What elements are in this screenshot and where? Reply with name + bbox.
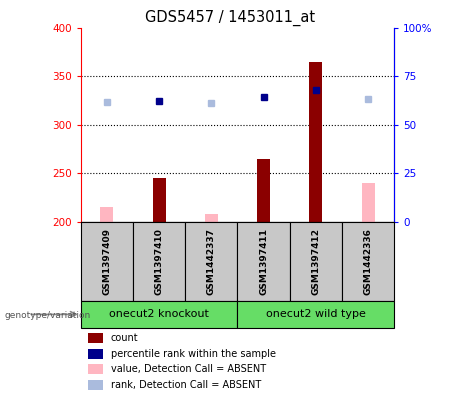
Text: value, Detection Call = ABSENT: value, Detection Call = ABSENT bbox=[111, 364, 266, 375]
Bar bbox=[133, 222, 185, 301]
Bar bbox=[290, 222, 342, 301]
Bar bbox=[100, 208, 113, 222]
Bar bbox=[81, 301, 237, 328]
Text: count: count bbox=[111, 333, 139, 343]
Bar bbox=[88, 380, 103, 390]
Text: GSM1397412: GSM1397412 bbox=[311, 228, 320, 295]
Text: rank, Detection Call = ABSENT: rank, Detection Call = ABSENT bbox=[111, 380, 261, 390]
Text: GSM1397410: GSM1397410 bbox=[154, 228, 164, 295]
Text: percentile rank within the sample: percentile rank within the sample bbox=[111, 349, 276, 359]
Bar bbox=[153, 178, 165, 222]
Bar bbox=[342, 222, 394, 301]
Bar bbox=[309, 62, 322, 222]
Bar bbox=[237, 301, 394, 328]
Text: genotype/variation: genotype/variation bbox=[5, 311, 91, 320]
Bar bbox=[185, 222, 237, 301]
Bar bbox=[237, 222, 290, 301]
Text: GSM1442336: GSM1442336 bbox=[364, 228, 372, 295]
Text: onecut2 knockout: onecut2 knockout bbox=[109, 309, 209, 320]
Text: GDS5457 / 1453011_at: GDS5457 / 1453011_at bbox=[145, 10, 316, 26]
Text: onecut2 wild type: onecut2 wild type bbox=[266, 309, 366, 320]
Bar bbox=[205, 214, 218, 222]
Bar bbox=[257, 159, 270, 222]
Text: GSM1442337: GSM1442337 bbox=[207, 228, 216, 295]
Bar bbox=[88, 349, 103, 359]
Bar bbox=[88, 364, 103, 375]
Text: GSM1397409: GSM1397409 bbox=[102, 228, 111, 295]
Bar bbox=[361, 183, 374, 222]
Bar bbox=[81, 222, 133, 301]
Text: GSM1397411: GSM1397411 bbox=[259, 228, 268, 295]
Bar bbox=[88, 333, 103, 343]
